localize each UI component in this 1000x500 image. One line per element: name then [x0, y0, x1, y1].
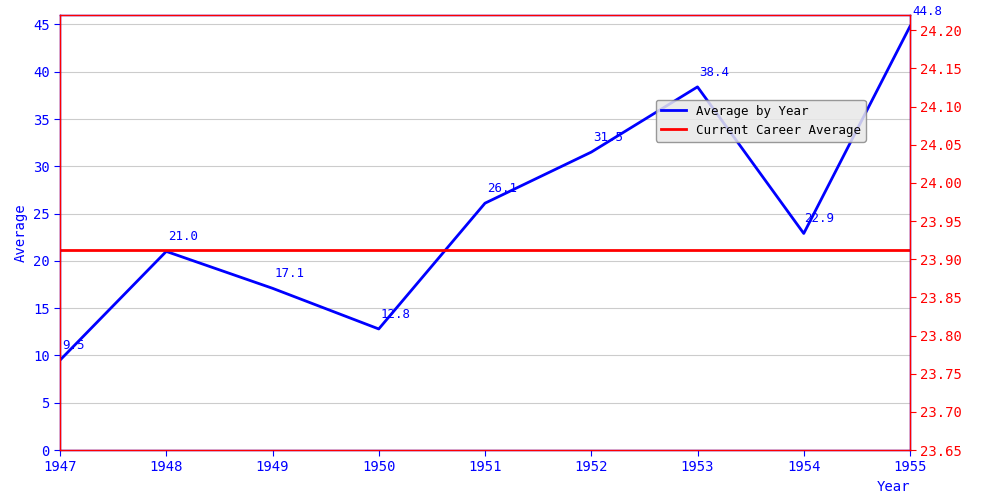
- Text: 17.1: 17.1: [275, 267, 305, 280]
- Text: 38.4: 38.4: [700, 66, 730, 78]
- Average by Year: [54, 357, 66, 363]
- Text: 12.8: 12.8: [381, 308, 411, 320]
- Line: Average by Year: Average by Year: [60, 26, 910, 360]
- Text: 9.5: 9.5: [62, 339, 85, 352]
- Average by Year: [266, 286, 278, 292]
- Average by Year: [373, 326, 385, 332]
- Legend: Average by Year, Current Career Average: Average by Year, Current Career Average: [656, 100, 866, 142]
- Average by Year: [904, 24, 916, 30]
- Text: 26.1: 26.1: [487, 182, 517, 195]
- Average by Year: [798, 230, 810, 236]
- Average by Year: [479, 200, 491, 206]
- Average by Year: [160, 248, 172, 254]
- Average by Year: [692, 84, 704, 90]
- Text: 21.0: 21.0: [168, 230, 198, 243]
- Text: 44.8: 44.8: [912, 5, 942, 18]
- Y-axis label: Average: Average: [13, 203, 27, 262]
- X-axis label: Year: Year: [877, 480, 910, 494]
- Average by Year: [585, 149, 597, 155]
- Text: 22.9: 22.9: [804, 212, 834, 225]
- Text: 31.5: 31.5: [593, 131, 623, 144]
